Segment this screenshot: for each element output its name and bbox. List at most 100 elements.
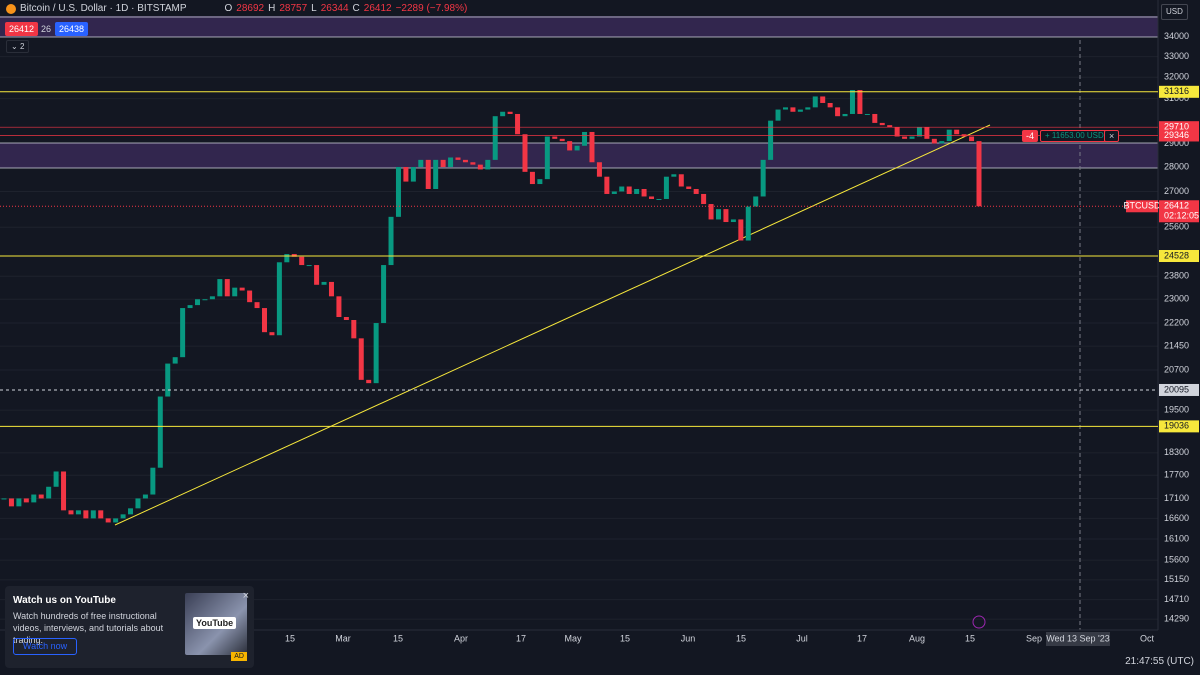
price-tick-label: 23000 (1164, 294, 1189, 304)
time-label: Apr (454, 633, 468, 643)
candle (351, 320, 357, 339)
candle (172, 357, 178, 364)
candle (128, 508, 134, 515)
candle (634, 188, 640, 194)
candle (723, 209, 729, 223)
price-tick-label: 17700 (1164, 470, 1189, 480)
price-tick-label: 15150 (1164, 574, 1189, 584)
candle (537, 179, 543, 185)
candle (552, 136, 558, 139)
price-tick-label: 28000 (1164, 161, 1189, 171)
popup-title: Watch us on YouTube (13, 595, 116, 606)
candle (969, 136, 975, 142)
price-tick-label: 29000 (1164, 138, 1189, 148)
price-tick-label: 23800 (1164, 271, 1189, 281)
price-level-box (1159, 85, 1199, 98)
price-level-label: 20095 (1164, 384, 1189, 394)
ohlc-value: 26412 (363, 3, 392, 14)
candle (693, 188, 699, 194)
price-tick-label: 31000 (1164, 93, 1189, 103)
time-label: Wed 13 Sep '23 (1046, 633, 1110, 643)
time-label: 17 (857, 633, 867, 643)
ohlc-value: 28692 (236, 3, 265, 14)
time-label: 15 (393, 633, 403, 643)
candle (98, 510, 104, 519)
price-level-box (1159, 129, 1199, 142)
position-close[interactable]: × (1104, 130, 1120, 142)
candle (485, 159, 491, 170)
popup-image[interactable]: YouTube AD (185, 593, 247, 661)
candle (410, 167, 416, 182)
candle (306, 265, 312, 267)
candle (314, 265, 320, 285)
candle (827, 102, 833, 108)
candle (328, 281, 334, 297)
indicators-toggle[interactable]: ⌄ 2 (6, 40, 30, 53)
candle (649, 196, 655, 199)
popup-close[interactable]: × (242, 590, 249, 602)
candle (745, 206, 751, 241)
candle (299, 256, 305, 266)
candle (976, 141, 982, 207)
symbol-box (1126, 200, 1158, 213)
candle (113, 518, 119, 523)
ad-badge: AD (231, 652, 247, 661)
candle (909, 136, 915, 139)
ohlc-label: C (352, 3, 360, 14)
candle (202, 299, 208, 301)
candle (626, 186, 632, 194)
candle (462, 159, 468, 163)
last-price-box (1159, 200, 1199, 223)
candle (31, 494, 37, 503)
candle (641, 188, 647, 197)
candle (120, 514, 126, 519)
event-marker[interactable] (972, 615, 986, 629)
candle (224, 279, 230, 297)
price-tick-label: 21450 (1164, 340, 1189, 350)
candle (381, 265, 387, 324)
candle (358, 338, 364, 380)
price-tick-label: 22200 (1164, 317, 1189, 327)
candle (135, 498, 141, 509)
candle (440, 159, 446, 168)
price-level-label: 29346 (1164, 130, 1189, 140)
trendline (114, 124, 991, 526)
watch-now-button[interactable]: Watch now (13, 638, 77, 655)
upper-zone (0, 16, 1158, 37)
candle (477, 164, 483, 170)
symbol-name[interactable]: Bitcoin / U.S. Dollar · 1D · BITSTAMP (20, 3, 187, 14)
candle (678, 174, 684, 187)
buy-button[interactable]: 26438 (55, 22, 89, 36)
currency-button[interactable]: USD (1161, 4, 1188, 20)
candle (23, 498, 29, 503)
candle (939, 141, 945, 144)
candle (567, 141, 573, 151)
candle (596, 162, 602, 177)
candle (879, 122, 885, 126)
candle (46, 486, 52, 499)
time-label: Mar (335, 633, 351, 643)
youtube-popup: Watch us on YouTube Watch hundreds of fr… (5, 586, 254, 668)
candle (448, 157, 454, 168)
price-level-label: 24528 (1164, 250, 1189, 260)
ohlc-label: H (268, 3, 276, 14)
candle (90, 510, 96, 519)
candle (559, 138, 565, 142)
countdown: 02:12:05 (1164, 211, 1199, 221)
price-level-label: 31316 (1164, 86, 1189, 96)
candle (916, 127, 922, 137)
candle (1, 498, 7, 500)
candle (276, 262, 282, 336)
position-qty[interactable]: -4 (1022, 130, 1039, 142)
candle (544, 136, 550, 180)
candle (864, 113, 870, 115)
candle (507, 111, 513, 114)
price-level-label: 19036 (1164, 421, 1189, 431)
sell-button[interactable]: 26412 (5, 22, 39, 36)
candle (842, 113, 848, 117)
candle (195, 299, 201, 306)
time-label: 15 (285, 633, 295, 643)
candle (217, 279, 223, 297)
candle (730, 219, 736, 223)
candle (284, 254, 290, 263)
